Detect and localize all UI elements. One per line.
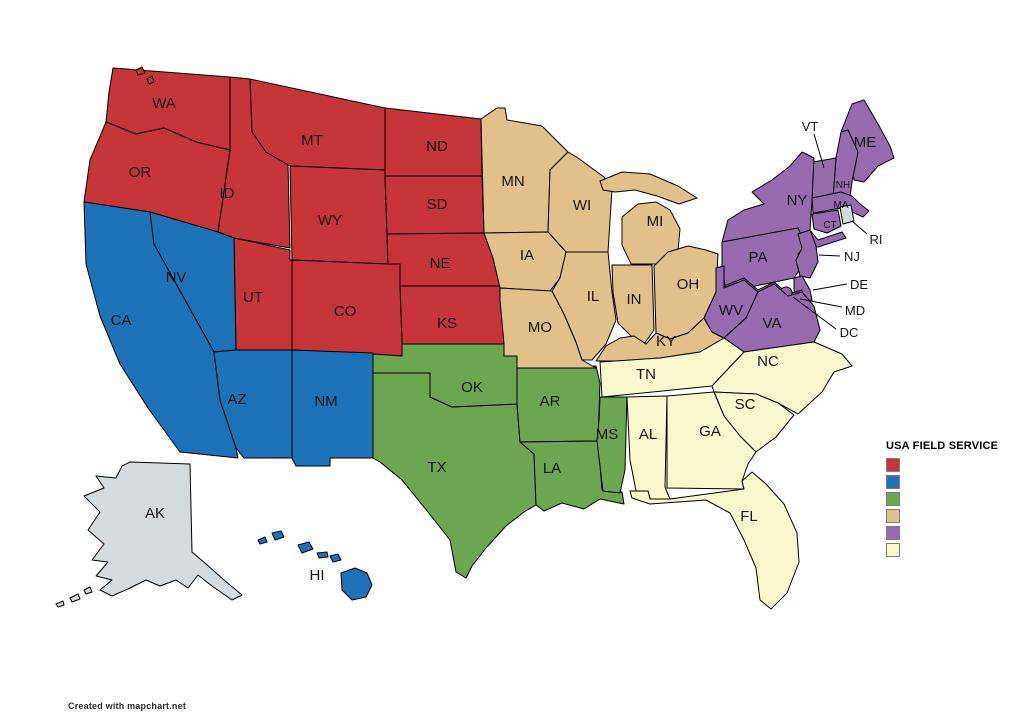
state-label-nh: NH bbox=[836, 180, 850, 191]
labels-layer: WA OR ID MT WY ND SD NE KS UT CO CA NV AZ NM HI TX OK AR LA… bbox=[111, 95, 883, 584]
state-callout-label-dc: DC bbox=[840, 325, 859, 340]
state-label-va: VA bbox=[763, 315, 782, 332]
state-label-or: OR bbox=[129, 164, 152, 181]
state-callout-label-vt: VT bbox=[802, 119, 819, 134]
state-label-mo: MO bbox=[528, 319, 552, 336]
state-mi[interactable] bbox=[621, 201, 681, 265]
state-label-nd: ND bbox=[426, 138, 448, 155]
callout-line-ri bbox=[851, 220, 868, 235]
state-callout-label-ri: RI bbox=[870, 232, 883, 247]
state-fl[interactable] bbox=[629, 471, 800, 610]
state-label-la: LA bbox=[543, 460, 561, 477]
state-label-ny: NY bbox=[787, 192, 808, 209]
state-tn[interactable] bbox=[599, 337, 745, 398]
state-label-ut: UT bbox=[243, 289, 263, 306]
state-label-tn: TN bbox=[636, 366, 656, 383]
state-label-me: ME bbox=[854, 134, 877, 151]
legend-swatch-r4[interactable] bbox=[886, 509, 900, 523]
state-wa-part1[interactable] bbox=[135, 66, 146, 76]
state-label-ar: AR bbox=[540, 393, 561, 410]
state-label-il: IL bbox=[587, 288, 600, 305]
state-label-hi: HI bbox=[310, 567, 325, 584]
state-ia[interactable] bbox=[483, 231, 567, 292]
state-nj[interactable] bbox=[795, 229, 819, 279]
state-label-nc: NC bbox=[757, 353, 779, 370]
callout-line-nj bbox=[818, 254, 841, 257]
callout-line-dc bbox=[792, 296, 837, 330]
state-label-nm: NM bbox=[314, 393, 337, 410]
legend-swatch-r6[interactable] bbox=[886, 543, 900, 557]
state-label-ok: OK bbox=[461, 379, 483, 396]
state-hi[interactable] bbox=[340, 567, 373, 601]
state-ri[interactable] bbox=[839, 204, 855, 225]
state-ak-part1[interactable] bbox=[69, 593, 81, 603]
legend-swatch-r5[interactable] bbox=[886, 526, 900, 540]
state-label-mn: MN bbox=[501, 173, 524, 190]
legend: USA FIELD SERVICE bbox=[886, 440, 1018, 560]
state-label-sc: SC bbox=[735, 396, 756, 413]
callout-line-vt bbox=[813, 133, 825, 169]
state-label-ma: MA bbox=[834, 200, 849, 211]
state-ak[interactable] bbox=[83, 461, 243, 601]
state-label-id: ID bbox=[220, 185, 235, 202]
state-ms[interactable] bbox=[596, 396, 628, 494]
state-callout-label-de: DE bbox=[850, 277, 868, 292]
state-wa-part2[interactable] bbox=[146, 75, 155, 85]
state-ak-part2[interactable] bbox=[55, 600, 65, 608]
state-label-mi: MI bbox=[647, 213, 664, 230]
state-label-ct: CT bbox=[823, 220, 836, 231]
legend-items bbox=[886, 458, 1018, 560]
legend-swatch-r3[interactable] bbox=[886, 492, 900, 506]
state-label-wi: WI bbox=[573, 197, 591, 214]
state-hi-part4[interactable] bbox=[316, 551, 329, 559]
state-label-pa: PA bbox=[749, 249, 768, 266]
state-label-nv: NV bbox=[166, 269, 187, 286]
state-label-co: CO bbox=[334, 303, 357, 320]
state-label-wy: WY bbox=[318, 212, 342, 229]
state-il[interactable] bbox=[551, 251, 617, 361]
state-label-oh: OH bbox=[677, 276, 700, 293]
state-hi-part5[interactable] bbox=[329, 553, 342, 563]
state-wv[interactable] bbox=[703, 265, 759, 339]
state-hi-part3[interactable] bbox=[297, 541, 314, 554]
attribution-text: Created with mapchart.net bbox=[68, 701, 187, 711]
state-ga[interactable] bbox=[666, 391, 757, 490]
state-label-in: IN bbox=[627, 291, 642, 308]
state-callout-label-nj: NJ bbox=[844, 249, 860, 264]
legend-title: USA FIELD SERVICE bbox=[886, 440, 999, 452]
state-label-sd: SD bbox=[427, 196, 448, 213]
state-la[interactable] bbox=[519, 440, 625, 512]
state-label-ne: NE bbox=[430, 255, 451, 272]
state-al[interactable] bbox=[626, 395, 671, 500]
state-label-fl: FL bbox=[740, 508, 758, 525]
legend-swatch-r1[interactable] bbox=[886, 458, 900, 472]
state-hi-part2[interactable] bbox=[271, 530, 285, 541]
state-ma[interactable] bbox=[811, 191, 870, 218]
state-label-wv: WV bbox=[719, 302, 743, 319]
state-label-ky: KY bbox=[656, 333, 676, 350]
state-label-ks: KS bbox=[437, 315, 457, 332]
legend-swatch-r2[interactable] bbox=[886, 475, 900, 489]
state-callout-label-md: MD bbox=[845, 303, 865, 318]
state-label-ga: GA bbox=[699, 423, 721, 440]
state-label-mt: MT bbox=[301, 132, 323, 149]
state-label-wa: WA bbox=[152, 95, 176, 112]
state-label-tx: TX bbox=[427, 459, 446, 476]
callout-line-md bbox=[799, 298, 843, 308]
state-label-ca: CA bbox=[111, 312, 132, 329]
state-va[interactable] bbox=[723, 283, 821, 353]
state-hi-part1[interactable] bbox=[257, 536, 268, 545]
states-layer bbox=[55, 66, 895, 610]
state-label-ia: IA bbox=[520, 247, 534, 264]
callout-line-de bbox=[812, 283, 848, 291]
state-label-ms: MS bbox=[596, 426, 619, 443]
state-ct[interactable] bbox=[811, 209, 842, 234]
state-label-ak: AK bbox=[145, 505, 165, 522]
state-label-al: AL bbox=[639, 426, 657, 443]
state-mi-part1[interactable] bbox=[599, 171, 698, 205]
state-ak-part3[interactable] bbox=[83, 586, 93, 595]
state-label-az: AZ bbox=[227, 391, 246, 408]
